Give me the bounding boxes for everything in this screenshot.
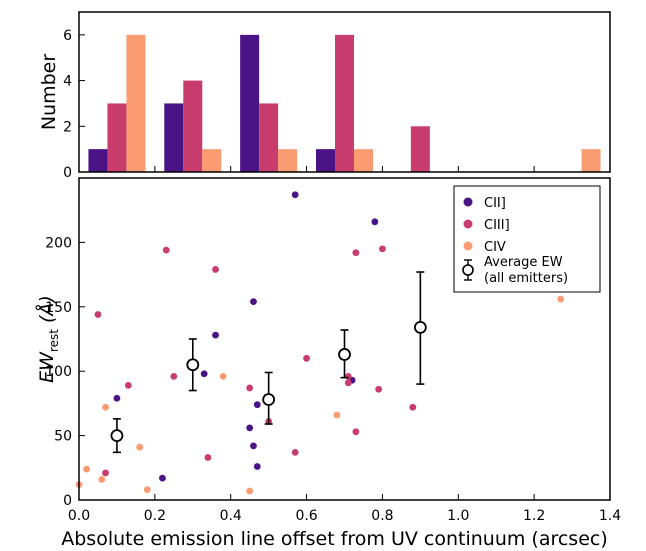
- average-point: [413, 321, 427, 334]
- scatter-x-tick-label: 1.2: [523, 508, 545, 524]
- legend-label: Average EW: [484, 255, 563, 270]
- scatter-x-axis-label: Absolute emission line offset from UV co…: [61, 528, 608, 550]
- average-point: [110, 429, 124, 443]
- scatter-point: [98, 475, 106, 483]
- scatter-point: [143, 486, 151, 494]
- scatter-point: [113, 394, 121, 402]
- scatter-x-tick-label: 1.0: [447, 508, 469, 524]
- scatter-y-tick-label: 0: [63, 493, 72, 509]
- scatter-frame: [78, 177, 611, 501]
- histogram-bar: [259, 103, 279, 172]
- scatter-point: [371, 218, 379, 226]
- legend-average-marker: [462, 264, 474, 276]
- histogram-bar: [316, 149, 335, 172]
- scatter-point: [219, 372, 227, 380]
- legend-label: CIV: [484, 240, 506, 255]
- average-point: [262, 393, 276, 406]
- legend-marker: [463, 219, 473, 229]
- scatter-point: [83, 465, 90, 473]
- scatter-point: [379, 245, 386, 253]
- legend-label: CII]: [484, 196, 506, 211]
- histogram-bar: [354, 149, 373, 172]
- scatter-y-tick-label: 100: [45, 364, 72, 380]
- scatter-y-tick-label: 200: [45, 235, 72, 251]
- scatter-point: [253, 463, 261, 470]
- scatter-point: [212, 331, 219, 339]
- histogram-y-tick-label: 0: [63, 165, 72, 181]
- scatter-y-tick-label: 150: [45, 300, 72, 316]
- y-label-main: EW: [36, 351, 58, 383]
- histogram-bar: [126, 34, 146, 172]
- scatter-point: [409, 403, 417, 411]
- scatter-x-tick-label: 1.4: [599, 508, 621, 524]
- scatter-x-tick-label: 0.0: [68, 508, 90, 524]
- average-point: [338, 348, 351, 361]
- y-label-unit: (Å): [35, 295, 58, 329]
- scatter-point: [159, 474, 166, 482]
- scatter-point: [557, 295, 565, 303]
- average-point: [186, 358, 200, 372]
- scatter-point: [344, 372, 352, 380]
- histogram-bar: [202, 149, 222, 172]
- scatter-point: [170, 372, 178, 380]
- legend-marker: [463, 197, 473, 207]
- scatter-x-tick-label: 0.4: [220, 508, 242, 524]
- histogram-y-tick-label: 2: [63, 119, 72, 135]
- scatter-point: [303, 354, 310, 362]
- scatter-point: [375, 385, 383, 393]
- scatter-point: [250, 298, 257, 306]
- histogram-bar: [88, 149, 108, 172]
- scatter-point: [124, 381, 132, 389]
- scatter-point: [102, 469, 109, 477]
- legend-label: (all emitters): [484, 271, 568, 286]
- scatter-point: [212, 266, 219, 273]
- scatter-point: [291, 191, 299, 199]
- scatter-point: [291, 448, 299, 456]
- histogram-bar: [581, 149, 601, 172]
- histogram-bar: [335, 34, 354, 172]
- histogram-y-tick-label: 4: [63, 74, 72, 90]
- scatter-point: [200, 370, 208, 378]
- scatter-point: [253, 401, 261, 409]
- legend-marker: [463, 241, 473, 251]
- scatter-point: [344, 379, 352, 387]
- scatter-y-axis-label: EWrest (Å): [35, 295, 61, 383]
- histogram-bar: [410, 126, 430, 172]
- scatter-panel: 0.0 0.2 0.4 0.6 0.8 1.0 1.2 1.4 0 50 100 150 200 Abso…: [35, 177, 621, 550]
- scatter-point: [250, 442, 257, 450]
- histogram-bar: [278, 149, 298, 172]
- histogram-bar: [183, 80, 203, 172]
- scatter-point: [246, 487, 254, 495]
- scatter-point: [136, 443, 144, 451]
- scatter-x-tick-label: 0.2: [144, 508, 166, 524]
- histogram-frame: [78, 11, 611, 173]
- histogram-y-tick-label: 6: [63, 28, 72, 44]
- histogram-bar: [240, 34, 260, 172]
- scatter-point: [162, 246, 170, 254]
- scatter-y-tick-label: 50: [54, 429, 72, 445]
- y-label-subscript: rest: [47, 329, 61, 352]
- legend-label: CIII]: [484, 218, 510, 233]
- histogram-y-axis-label: Number: [38, 54, 60, 131]
- scatter-point: [246, 424, 254, 432]
- scatter-point: [246, 384, 254, 392]
- scatter-point: [204, 454, 212, 461]
- histogram-bar: [107, 103, 127, 172]
- scatter-point: [333, 411, 341, 419]
- legend-box: [453, 185, 601, 293]
- scatter-x-tick-label: 0.8: [371, 508, 393, 524]
- histogram-bar: [164, 103, 184, 172]
- scatter-x-tick-label: 0.6: [295, 508, 317, 524]
- scatter-point: [352, 428, 360, 436]
- scatter-point: [102, 403, 109, 411]
- scatter-point: [352, 249, 360, 257]
- scatter-point: [94, 311, 102, 318]
